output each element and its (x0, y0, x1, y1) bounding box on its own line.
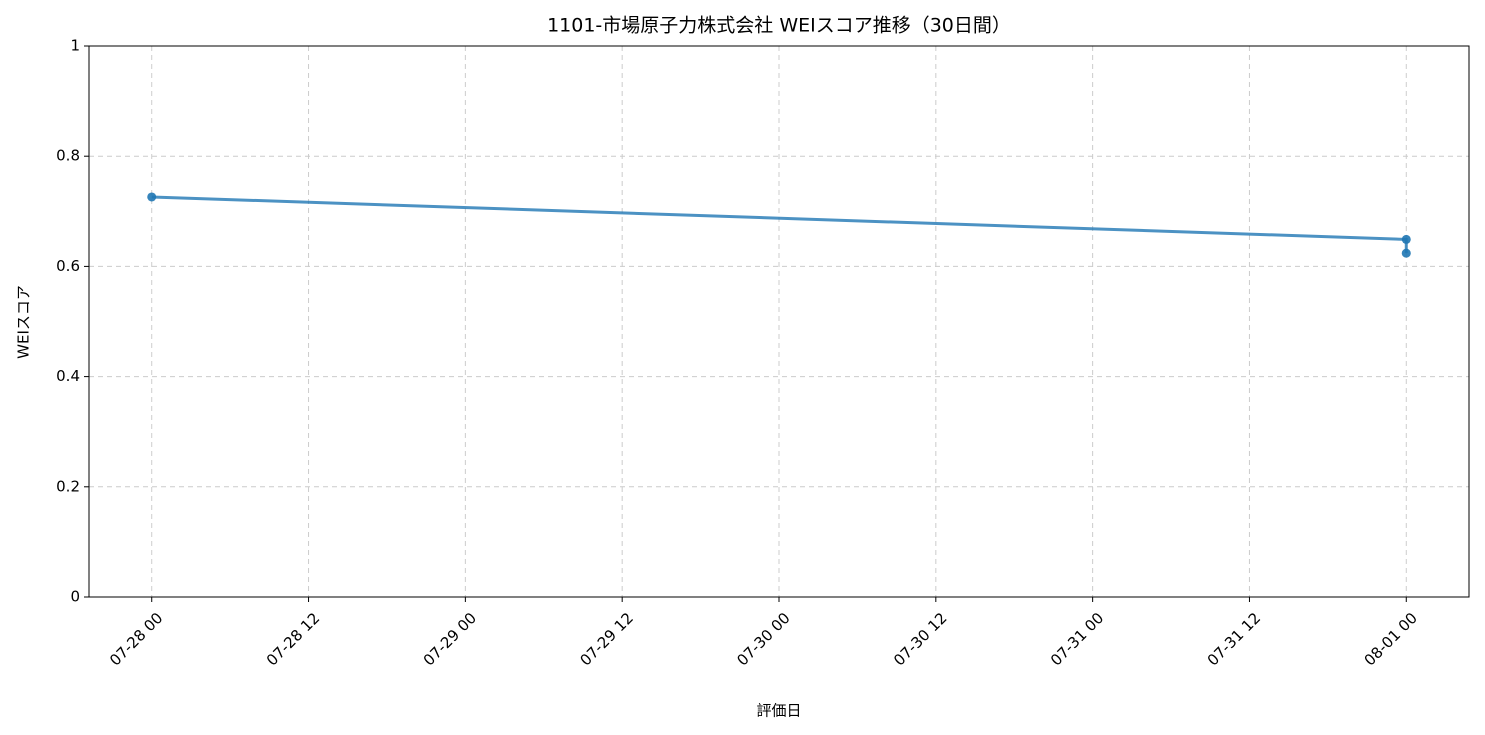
y-tick-label: 0 (70, 588, 80, 606)
y-tick-label: 0.6 (56, 257, 80, 275)
y-tick-label: 1 (70, 37, 80, 55)
y-tick-label: 0.2 (56, 477, 80, 495)
plot-frame (88, 45, 1470, 598)
chart-title: 1101-市場原子力株式会社 WEIスコア推移（30日間） (547, 15, 1011, 37)
point (147, 192, 157, 202)
point (1401, 234, 1411, 244)
point (1401, 248, 1411, 258)
x-axis-label: 評価日 (756, 702, 801, 720)
y-axis-label: WEIスコア (15, 285, 33, 359)
y-tick-label: 0.8 (56, 147, 80, 165)
y-tick-label: 0.4 (56, 367, 80, 385)
